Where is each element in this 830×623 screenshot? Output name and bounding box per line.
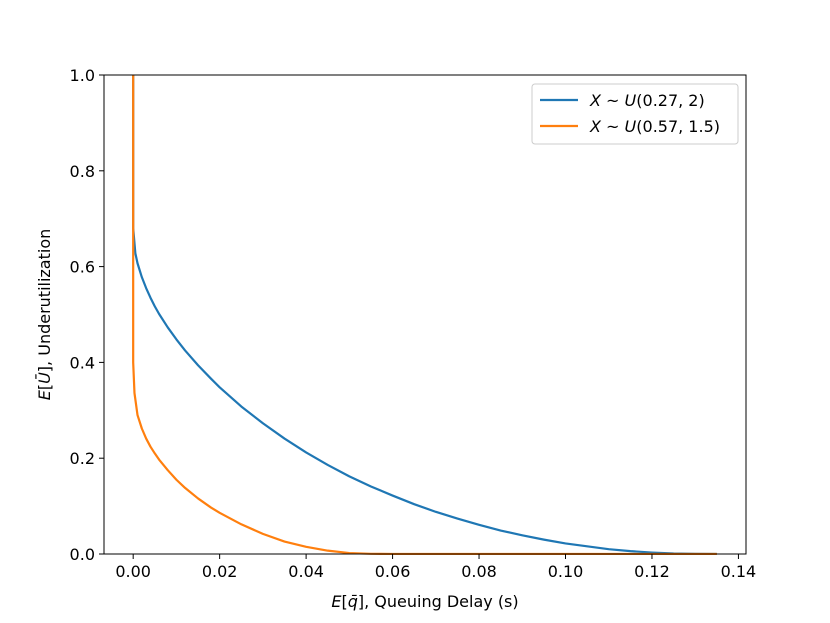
y-tick-label: 0.4 (70, 353, 95, 372)
x-tick-label: 0.02 (202, 562, 238, 581)
y-axis-ticks: 0.0 0.2 0.4 0.6 0.8 1.0 (70, 66, 104, 564)
series-line-2 (132, 75, 717, 555)
x-tick-label: 0.12 (634, 562, 670, 581)
x-tick-label: 0.00 (115, 562, 151, 581)
x-axis-label: E[q̄], Queuing Delay (s) (331, 592, 518, 611)
plot-frame (103, 74, 747, 555)
y-tick-label: 0.6 (70, 258, 95, 277)
legend-label: X ~ U(0.57, 1.5) (589, 117, 720, 136)
x-axis-ticks: 0.00 0.02 0.04 0.06 0.08 0.10 0.12 0.14 (115, 554, 756, 581)
y-tick-label: 0.8 (70, 162, 95, 181)
y-axis-label: E[Ū], Underutilization (35, 229, 54, 401)
x-tick-label: 0.14 (721, 562, 757, 581)
x-tick-label: 0.08 (461, 562, 497, 581)
x-tick-label: 0.04 (288, 562, 324, 581)
legend-label: X ~ U(0.27, 2) (589, 91, 705, 110)
plot-lines (132, 75, 717, 555)
legend-box (531, 83, 739, 145)
y-tick-label: 0.0 (70, 545, 95, 564)
series-line-1 (132, 75, 717, 555)
y-tick-label: 0.2 (70, 449, 95, 468)
legend: X ~ U(0.27, 2) X ~ U(0.57, 1.5) (531, 83, 739, 145)
x-tick-label: 0.10 (548, 562, 584, 581)
y-tick-label: 1.0 (70, 66, 95, 85)
x-tick-label: 0.06 (375, 562, 411, 581)
